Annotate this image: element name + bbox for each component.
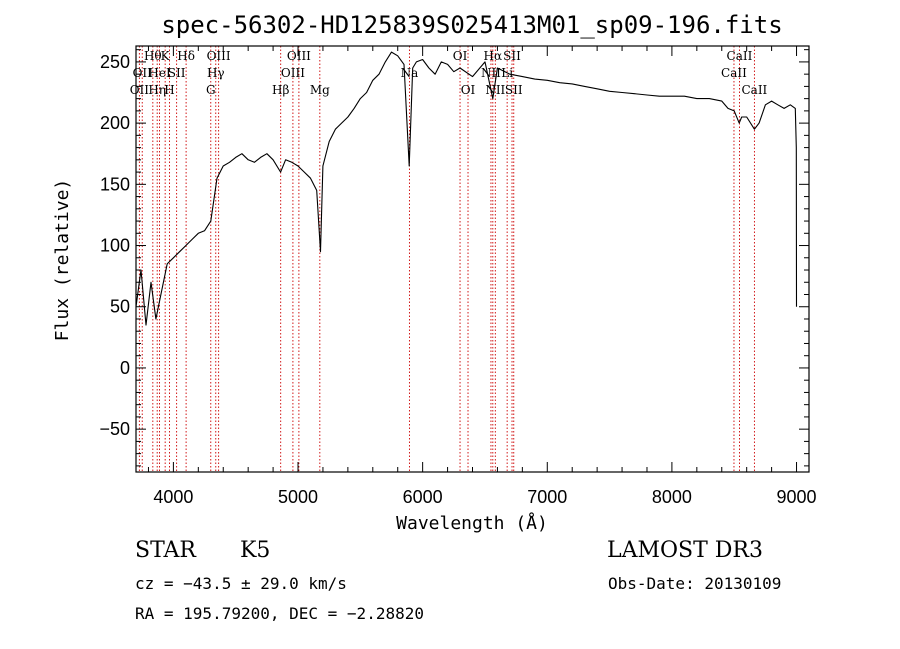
line-marker-label: G bbox=[206, 83, 216, 97]
line-marker-label: OIII bbox=[207, 49, 231, 63]
line-marker-label: Hδ bbox=[177, 49, 195, 63]
y-tick-label: 50 bbox=[110, 297, 130, 317]
line-marker-label: Na bbox=[401, 66, 419, 80]
y-tick-label: 0 bbox=[120, 358, 130, 378]
line-marker-layer bbox=[138, 46, 755, 472]
x-tick-label: 6000 bbox=[403, 487, 443, 507]
line-marker-label: OII bbox=[133, 66, 153, 80]
line-marker-label: OII bbox=[130, 83, 150, 97]
x-tick-label: 5000 bbox=[278, 487, 318, 507]
coordinates-info: RA = 195.79200, DEC = −2.28820 bbox=[135, 604, 424, 623]
line-marker-label: OI bbox=[461, 83, 476, 97]
line-marker-label: SII bbox=[168, 66, 186, 80]
x-tick-label: 9000 bbox=[777, 487, 817, 507]
x-tick-label: 8000 bbox=[652, 487, 692, 507]
x-tick-label: 7000 bbox=[527, 487, 567, 507]
line-marker-label: Hγ bbox=[207, 66, 225, 80]
line-marker-label: NII bbox=[485, 83, 505, 97]
y-axis-label: Flux (relative) bbox=[52, 179, 73, 342]
line-marker-label: HeI bbox=[148, 66, 171, 80]
line-marker-label: OIII bbox=[281, 66, 305, 80]
line-marker-label: Hθ bbox=[144, 49, 162, 63]
x-axis-label: Wavelength (Å) bbox=[396, 512, 548, 534]
y-tick-label: 150 bbox=[100, 174, 130, 194]
x-tick-label: 4000 bbox=[153, 487, 193, 507]
line-marker-label: K bbox=[161, 49, 171, 63]
line-marker-label: OIII bbox=[287, 49, 311, 63]
line-label-layer: OII OII Hθ Hη HeI K H SII Hδ G Hγ OIII Hβ OIII OIII Mg N… bbox=[130, 49, 768, 97]
line-marker-label: Mg bbox=[310, 83, 330, 97]
line-marker-label: CaII bbox=[727, 49, 753, 63]
y-tick-label: 200 bbox=[100, 113, 130, 133]
y-tick-label: 250 bbox=[100, 52, 130, 72]
survey-name: LAMOST DR3 bbox=[607, 538, 763, 563]
spectrum-line bbox=[135, 51, 798, 326]
line-marker-label: H bbox=[164, 83, 174, 97]
line-marker-label: SII bbox=[505, 83, 523, 97]
plot-frame bbox=[135, 45, 810, 473]
observation-date: Obs-Date: 20130109 bbox=[608, 574, 782, 593]
redshift-info: cz = −43.5 ± 29.0 km/s bbox=[135, 574, 347, 593]
tick-layer: 4000 5000 6000 7000 8000 9000 −50 0 50 100 150 200 2… bbox=[99, 46, 817, 507]
line-marker-label: Hη bbox=[148, 83, 166, 97]
line-marker-label: CaII bbox=[721, 66, 747, 80]
y-tick-label: −50 bbox=[99, 419, 130, 439]
y-tick-label: 100 bbox=[100, 236, 130, 256]
object-subclass: K5 bbox=[240, 538, 271, 563]
line-marker-label: OI bbox=[453, 49, 468, 63]
line-marker-label: CaII bbox=[741, 83, 767, 97]
line-marker-label: Hα bbox=[484, 49, 503, 63]
line-marker-label: Hβ bbox=[272, 83, 289, 97]
line-marker-label: SII bbox=[503, 49, 521, 63]
chart-title: spec-56302-HD125839S025413M01_sp09-196.f… bbox=[161, 11, 782, 39]
object-class: STAR bbox=[135, 538, 196, 563]
spectrum-layer bbox=[135, 51, 798, 326]
